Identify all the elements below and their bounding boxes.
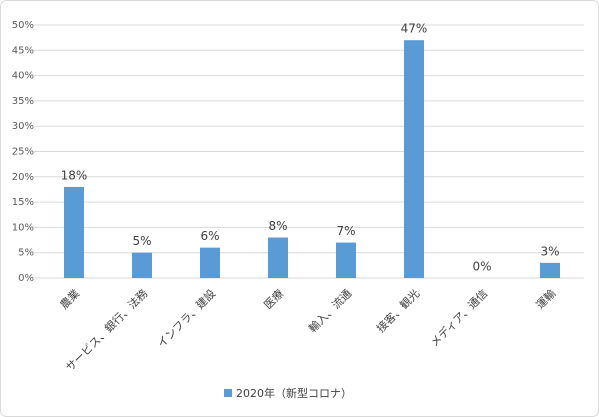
value-label: 47% [401, 22, 428, 36]
value-label: 0% [472, 260, 491, 274]
bar [268, 237, 288, 278]
value-label: 7% [336, 224, 355, 238]
y-tick-label: 30% [12, 121, 34, 132]
y-tick-label: 15% [12, 197, 34, 208]
y-tick-label: 25% [12, 147, 34, 158]
bar [540, 262, 560, 278]
bar [132, 252, 152, 278]
y-tick-label: 50% [12, 20, 34, 31]
bar [336, 242, 356, 278]
y-tick-label: 45% [12, 45, 34, 56]
y-tick-label: 40% [12, 71, 34, 82]
value-label: 8% [268, 219, 287, 233]
legend-swatch [224, 389, 232, 397]
value-label: 6% [200, 229, 219, 243]
y-tick-label: 5% [18, 248, 34, 259]
value-label: 5% [132, 234, 151, 248]
bar [64, 186, 84, 278]
y-tick-label: 35% [12, 96, 34, 107]
bar [200, 247, 220, 278]
bar [404, 40, 424, 279]
y-tick-label: 0% [18, 273, 34, 284]
y-tick-label: 20% [12, 172, 34, 183]
value-label: 3% [540, 244, 559, 258]
y-tick-label: 10% [12, 222, 34, 233]
value-label: 18% [61, 168, 88, 182]
legend-label: 2020年（新型コロナ） [236, 386, 352, 400]
